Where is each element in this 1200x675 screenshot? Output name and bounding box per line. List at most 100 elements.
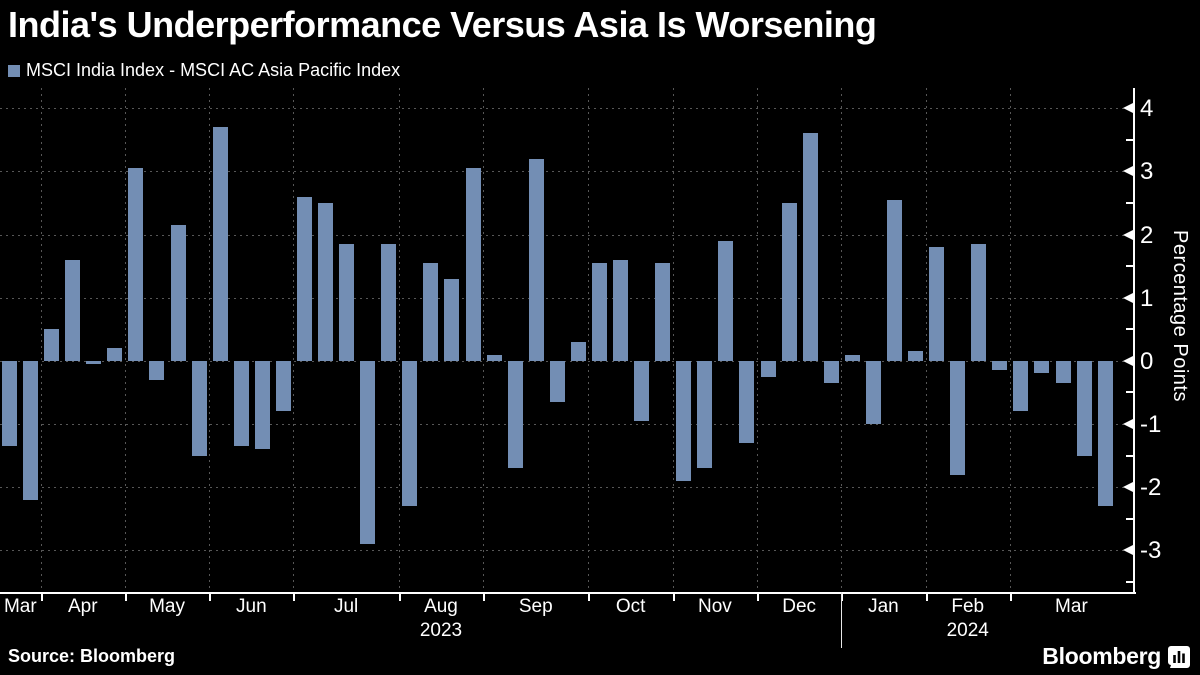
bar-week-2 [23, 360, 39, 500]
x-axis-tick [124, 594, 127, 601]
y-axis-major-tick [1123, 103, 1133, 114]
bar-week-27 [549, 360, 565, 402]
bar-week-52 [1076, 360, 1092, 456]
bar-week-7 [128, 168, 144, 361]
source-credit: Source: Bloomberg [8, 646, 176, 666]
bar-week-51 [1055, 360, 1071, 383]
x-axis-month-label: Oct [615, 596, 646, 617]
bar-week-24 [486, 354, 502, 361]
h-gridline [0, 360, 1133, 362]
y-axis-minor-tick [1126, 580, 1133, 583]
bar-week-3 [44, 329, 60, 361]
bar-week-33 [676, 360, 692, 481]
bar-week-43 [886, 199, 902, 361]
y-axis-minor-tick [1126, 391, 1133, 394]
v-gridline [588, 88, 590, 592]
y-axis-major-tick [1123, 482, 1133, 493]
bloomberg-wordmark: Bloomberg [1042, 643, 1161, 669]
h-gridline [0, 424, 1133, 425]
x-axis-line [0, 592, 1136, 594]
bar-week-25 [507, 360, 523, 469]
bar-week-50 [1034, 360, 1050, 374]
x-axis-month-label: Nov [697, 596, 732, 617]
y-axis-major-tick [1123, 355, 1133, 366]
x-axis-tick [209, 594, 212, 601]
v-gridline [925, 88, 927, 592]
bar-week-4 [65, 259, 81, 361]
bar-week-13 [254, 360, 270, 450]
bar-week-6 [107, 348, 123, 361]
x-axis-tick [40, 594, 43, 601]
bar-week-48 [992, 360, 1008, 371]
bloomberg-logo: Bloomberg [1042, 643, 1190, 670]
y-axis-line [1133, 88, 1135, 593]
y-axis-minor-tick [1126, 201, 1133, 204]
bar-week-29 [591, 262, 607, 361]
y-axis-major-tick [1123, 166, 1133, 177]
bar-week-5 [86, 360, 102, 364]
plot-area [0, 88, 1133, 592]
x-axis-month-label: Jan [868, 596, 899, 617]
bar-week-42 [865, 360, 881, 424]
v-gridline [209, 88, 211, 592]
y-axis-major-tick [1123, 545, 1133, 556]
bar-week-23 [465, 168, 481, 361]
bar-week-46 [950, 360, 966, 475]
bar-week-20 [402, 360, 418, 507]
x-axis-tick [672, 594, 675, 601]
y-axis-minor-tick [1126, 517, 1133, 520]
bar-week-47 [971, 244, 987, 361]
h-gridline [0, 550, 1133, 552]
h-gridline [0, 108, 1133, 110]
v-gridline [672, 88, 674, 592]
bar-week-11 [212, 127, 228, 361]
x-axis-month-label: Jun [236, 596, 267, 617]
bar-week-34 [697, 360, 713, 469]
y-axis-label: -2 [1140, 474, 1162, 502]
legend-swatch-icon [8, 64, 20, 77]
y-axis-label: 3 [1140, 158, 1154, 186]
bar-week-18 [360, 360, 376, 544]
h-gridline [0, 297, 1133, 299]
chart-legend: MSCI India Index - MSCI AC Asia Pacific … [8, 60, 400, 81]
bar-week-8 [149, 360, 165, 380]
chart-title: India's Underperformance Versus Asia Is … [8, 4, 877, 45]
bar-week-45 [929, 247, 945, 361]
bloomberg-chart-icon [1168, 645, 1190, 668]
v-gridline [398, 88, 400, 592]
bar-week-1 [2, 360, 17, 447]
x-axis-month-label: Apr [67, 596, 98, 617]
bar-week-10 [191, 360, 207, 456]
h-gridline [0, 171, 1133, 173]
x-axis-tick [588, 594, 591, 601]
v-gridline [1009, 88, 1011, 592]
legend-label: MSCI India Index - MSCI AC Asia Pacific … [26, 60, 401, 80]
bar-week-38 [781, 202, 797, 361]
h-gridline [0, 487, 1133, 489]
bar-week-12 [233, 360, 249, 447]
bar-week-40 [823, 360, 839, 383]
bar-week-36 [739, 360, 755, 443]
v-gridline [124, 88, 126, 592]
x-axis-month-label: May [149, 596, 185, 617]
x-axis-month-label: Mar [3, 596, 37, 617]
y-axis-minor-tick [1126, 138, 1133, 141]
bar-week-14 [275, 360, 291, 412]
y-axis-major-tick [1123, 229, 1133, 240]
x-axis-tick [841, 594, 844, 601]
bar-week-49 [1013, 360, 1029, 412]
bar-week-19 [381, 244, 397, 361]
h-gridline [0, 234, 1133, 236]
y-axis-label: -1 [1140, 411, 1162, 438]
v-gridline [40, 88, 42, 592]
y-axis-label: 4 [1140, 95, 1154, 123]
bar-week-15 [296, 196, 312, 361]
bar-week-26 [528, 158, 544, 361]
y-axis-label: 1 [1140, 284, 1154, 312]
y-axis-title: Percentage Points [1169, 230, 1191, 402]
bar-week-28 [570, 341, 586, 361]
x-axis-month-label: Dec [782, 596, 817, 617]
x-axis-month-label: Jul [333, 596, 359, 617]
x-axis-year-label: 2023 [419, 620, 463, 641]
x-axis-month-label: Mar [1055, 596, 1088, 617]
